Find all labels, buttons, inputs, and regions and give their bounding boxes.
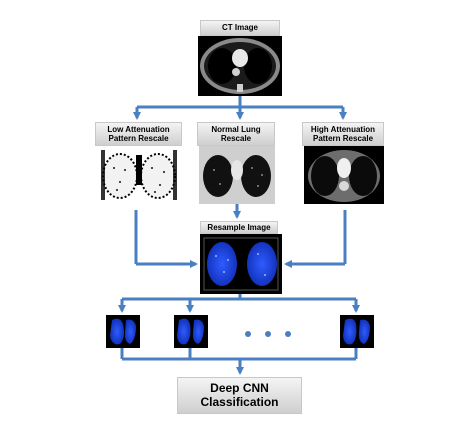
resample-image-label: Resample Image bbox=[200, 221, 278, 234]
ct-image bbox=[198, 36, 282, 96]
low-attenuation-label: Low Attenuation Pattern Rescale bbox=[95, 122, 182, 146]
low-attenuation-image bbox=[97, 146, 181, 204]
high-attenuation-label: High Attenuation Pattern Rescale bbox=[302, 122, 384, 146]
patch-3 bbox=[340, 315, 374, 348]
high-attenuation-image bbox=[304, 146, 384, 204]
flow-arrows bbox=[118, 96, 360, 375]
normal-lung-image bbox=[199, 146, 275, 204]
patch-2 bbox=[174, 315, 208, 348]
ellipsis-dots bbox=[245, 331, 291, 337]
deep-cnn-classification-label: Deep CNN Classification bbox=[177, 377, 302, 414]
patch-1 bbox=[106, 315, 140, 348]
normal-lung-label: Normal Lung Rescale bbox=[197, 122, 275, 146]
ct-image-label: CT Image bbox=[200, 20, 280, 36]
resample-image bbox=[200, 234, 282, 294]
